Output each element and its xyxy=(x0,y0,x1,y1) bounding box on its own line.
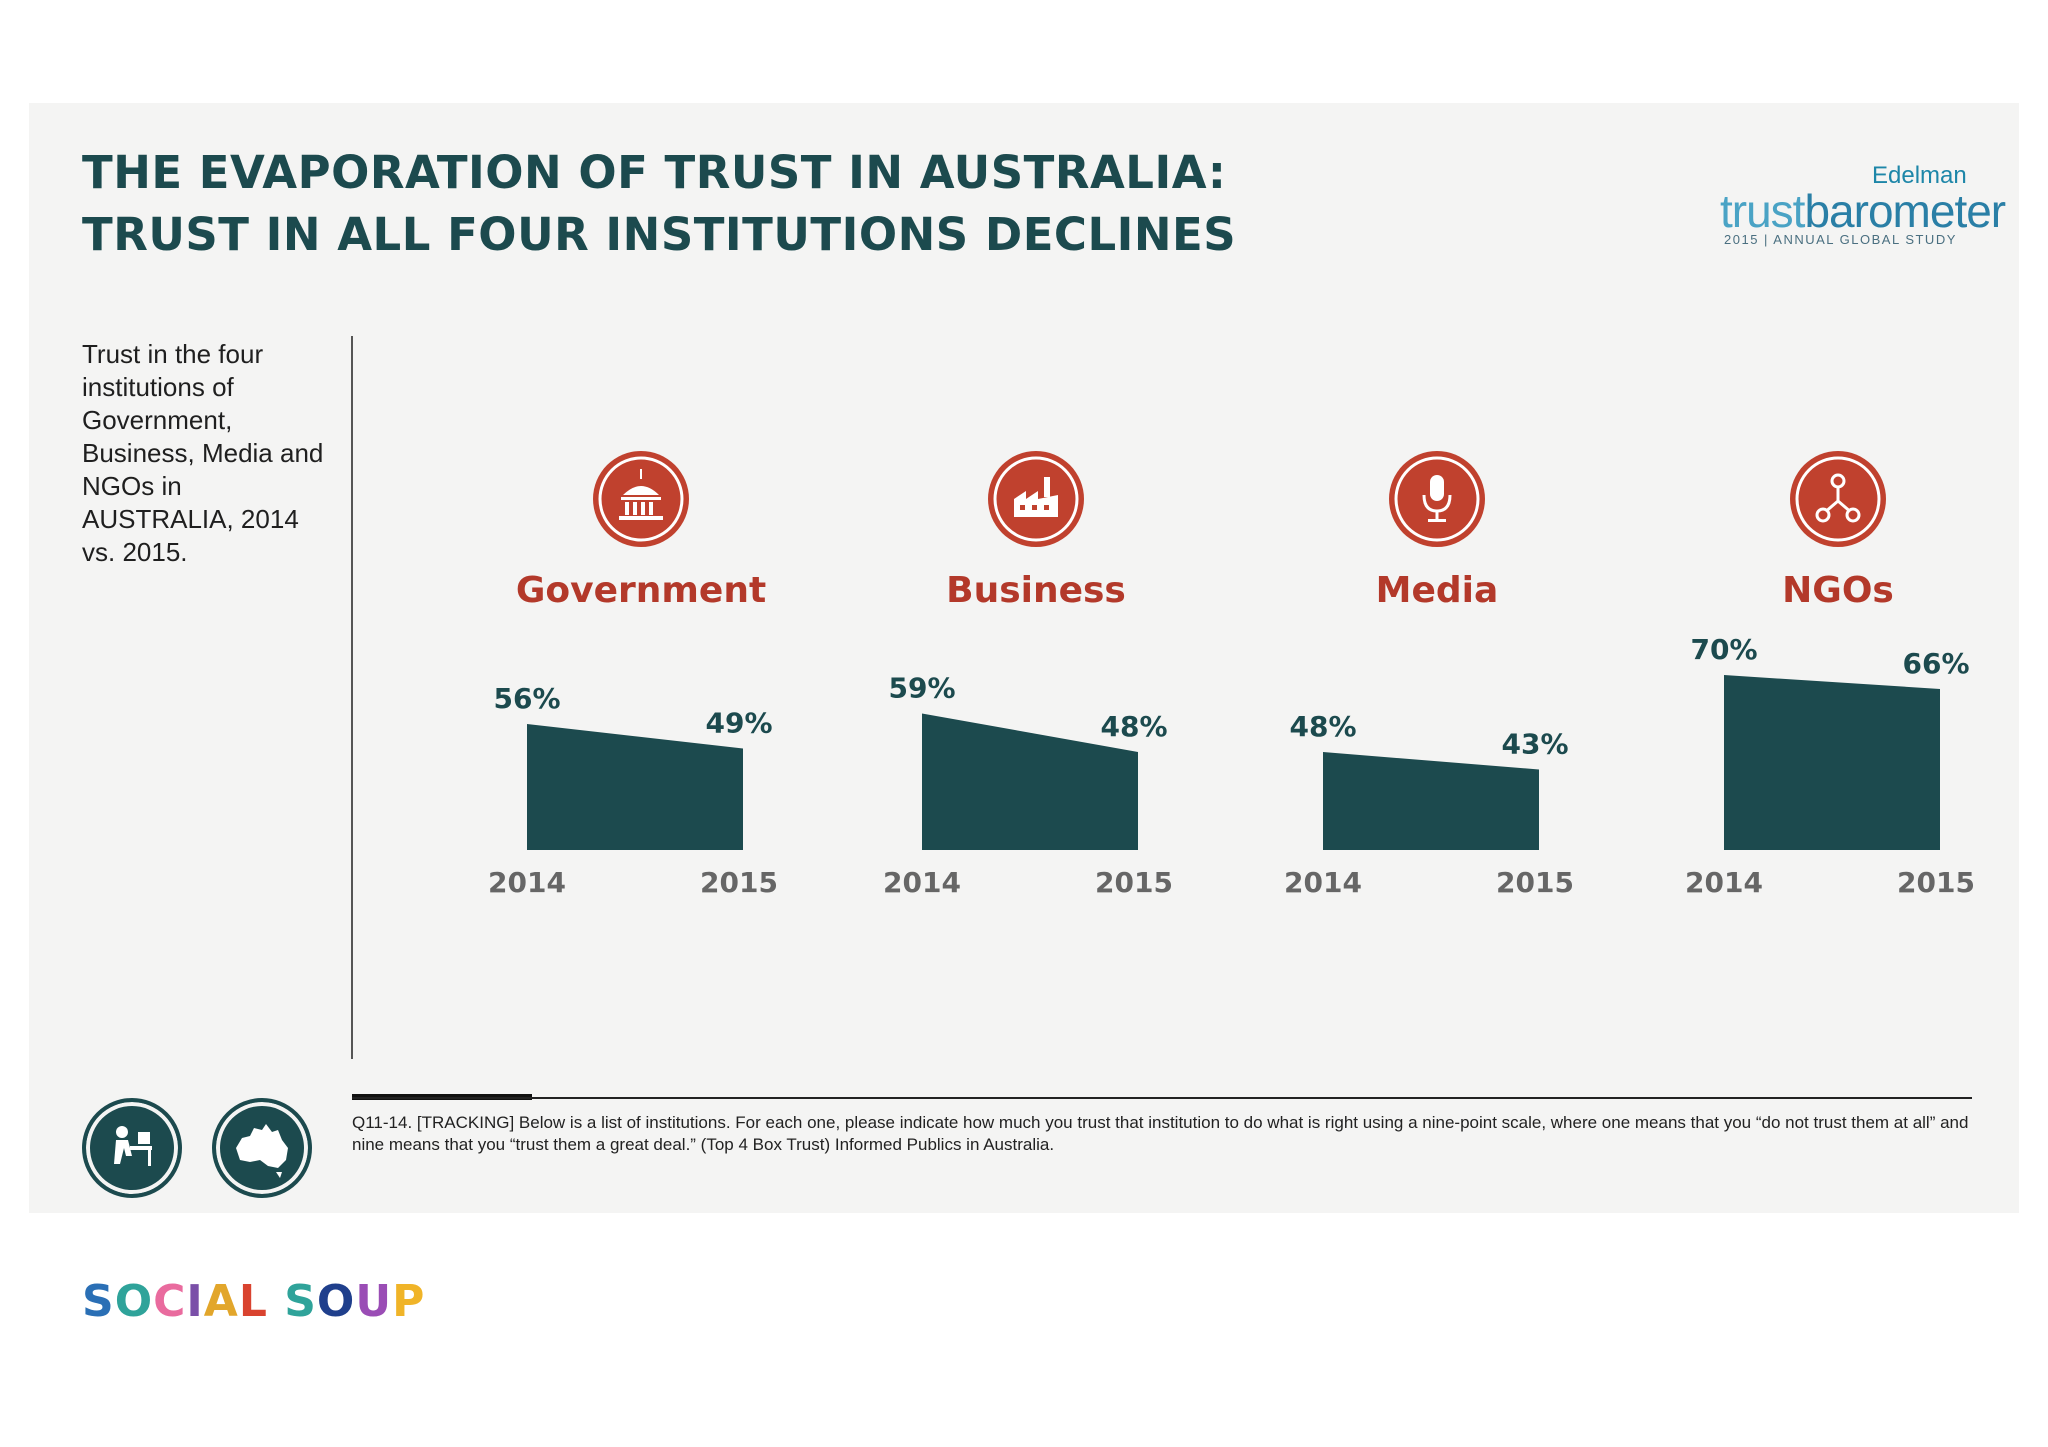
brand-letter xyxy=(268,1276,284,1327)
brand-letter: C xyxy=(153,1276,187,1327)
brand-letter: U xyxy=(355,1276,393,1327)
title-line-1: THE EVAPORATION OF TRUST IN AUSTRALIA: xyxy=(82,146,1227,199)
title-line-2: TRUST IN ALL FOUR INSTITUTIONS DECLINES xyxy=(82,208,1237,261)
ngos-label: NGOs xyxy=(1782,570,1894,611)
ngos-value-2014: 70% xyxy=(1690,633,1757,666)
government-value-2015: 49% xyxy=(705,707,772,740)
brand-letter: I xyxy=(186,1276,204,1327)
vertical-divider xyxy=(351,336,353,1059)
trustbarometer-logo: trustbarometer xyxy=(1720,184,2006,238)
edelman-logo-text: Edelman xyxy=(1872,162,1967,189)
ngos-icon-ring xyxy=(1795,456,1881,542)
brand-letter: S xyxy=(284,1276,317,1327)
ngos-value-2015: 66% xyxy=(1902,647,1969,680)
media-icon-ring xyxy=(1394,456,1480,542)
media-value-2014: 48% xyxy=(1289,710,1356,743)
media-year-2014: 2014 xyxy=(1284,866,1362,899)
media-area xyxy=(1323,752,1539,850)
government-year-2015: 2015 xyxy=(700,866,778,899)
government-value-2014: 56% xyxy=(493,682,560,715)
brand-letter: L xyxy=(238,1276,268,1327)
government-building-icon xyxy=(619,469,663,520)
person-at-computer-icon xyxy=(82,1098,182,1198)
logo-trust-suffix: barometer xyxy=(1804,185,2006,237)
network-nodes-icon xyxy=(1815,473,1861,523)
factory-icon xyxy=(1014,477,1058,517)
business-year-2014: 2014 xyxy=(883,866,961,899)
ngos-year-2014: 2014 xyxy=(1685,866,1763,899)
ngos-area xyxy=(1724,675,1940,850)
business-year-2015: 2015 xyxy=(1095,866,1173,899)
government-area xyxy=(527,724,743,850)
government-label: Government xyxy=(516,570,766,611)
ngos-year-2015: 2015 xyxy=(1897,866,1975,899)
group-ngos: NGOs 70% 66% 2014 2015 xyxy=(1685,451,1975,899)
group-government: Government 56% 49% 2014 2015 xyxy=(488,451,778,899)
government-icon-ring xyxy=(598,456,684,542)
footnote: Q11-14. [TRACKING] Below is a list of in… xyxy=(352,1113,1969,1154)
logo-trust-prefix: trust xyxy=(1720,185,1805,237)
chart-description: Trust in the four institutions of Govern… xyxy=(82,339,324,567)
business-area xyxy=(922,713,1138,850)
brand-letter: P xyxy=(392,1276,426,1327)
brand-letter: A xyxy=(203,1276,239,1327)
social-soup-brand: SOCIAL SOUP xyxy=(82,1276,425,1327)
media-year-2015: 2015 xyxy=(1496,866,1574,899)
government-year-2014: 2014 xyxy=(488,866,566,899)
brand-letter: S xyxy=(82,1276,115,1327)
group-business: Business 59% 48% 2014 2015 xyxy=(883,451,1173,899)
footer-rule xyxy=(352,1097,1972,1099)
media-label: Media xyxy=(1376,570,1499,611)
media-value-2015: 43% xyxy=(1501,728,1568,761)
australia-map-icon xyxy=(212,1098,312,1198)
microphone-icon xyxy=(1422,475,1452,522)
slide-panel xyxy=(29,103,2019,1213)
business-label: Business xyxy=(946,570,1126,611)
brand-letter: O xyxy=(316,1276,356,1327)
business-value-2014: 59% xyxy=(888,672,955,705)
brand-letter: O xyxy=(114,1276,154,1327)
group-media: Media 48% 43% 2014 2015 xyxy=(1284,451,1574,899)
business-value-2015: 48% xyxy=(1100,710,1167,743)
logo-study-caption: 2015 | ANNUAL GLOBAL STUDY xyxy=(1724,232,1957,247)
business-icon-ring xyxy=(993,456,1079,542)
